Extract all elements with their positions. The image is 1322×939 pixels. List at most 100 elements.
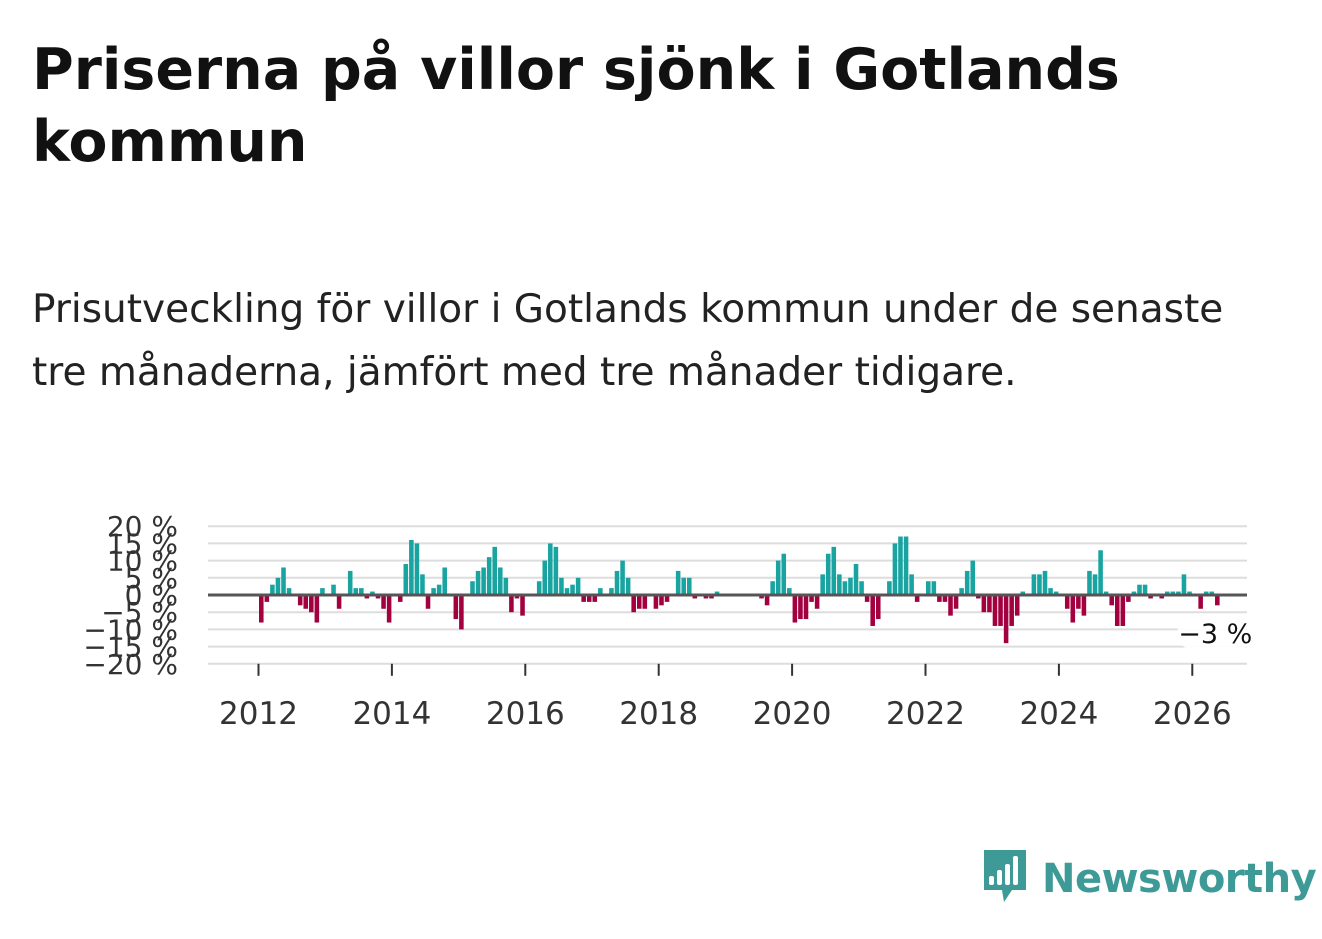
bar: [386, 595, 392, 623]
bar: [798, 595, 803, 620]
bar: [781, 553, 787, 595]
bar: [964, 570, 970, 595]
bar: [347, 570, 353, 595]
bar: [1142, 584, 1148, 595]
bar: [1031, 574, 1037, 595]
bar: [353, 588, 359, 595]
bar: [809, 595, 814, 602]
bar: [270, 584, 275, 595]
bar: [1165, 591, 1170, 595]
x-tick-label: 2016: [486, 696, 565, 732]
bar: [659, 595, 664, 606]
bar: [520, 595, 525, 616]
bar: [870, 595, 875, 626]
y-tick-label: −20 %: [83, 648, 178, 681]
x-tick-label: 2020: [753, 696, 832, 732]
last-value-label: −3 %: [1178, 619, 1252, 650]
bar: [1187, 591, 1192, 595]
bar: [914, 595, 920, 602]
bar: [553, 546, 559, 595]
y-axis-ticks: 20 %15 %10 %5 %0 %−5 %−10 %−15 %−20 %: [83, 510, 178, 681]
bar: [1070, 595, 1076, 623]
bar: [1076, 595, 1081, 609]
bar: [481, 567, 486, 595]
bar: [498, 567, 503, 595]
bar: [1159, 595, 1165, 599]
bar: [314, 595, 320, 623]
bar: [981, 595, 987, 613]
bar: [1209, 591, 1215, 595]
bar: [931, 581, 937, 595]
bar: [564, 588, 570, 595]
bar: [642, 595, 648, 609]
bar: [1215, 595, 1220, 606]
bar: [675, 570, 681, 595]
bar: [937, 595, 942, 602]
bar: [820, 574, 825, 595]
bar: [442, 567, 447, 595]
bar: [631, 595, 636, 613]
bar: [686, 577, 692, 595]
bar: [976, 595, 981, 599]
bar: [853, 564, 859, 595]
bar: [297, 595, 303, 606]
bar: [570, 584, 575, 595]
bar: [859, 581, 864, 595]
bar: [414, 543, 420, 595]
bar: [614, 570, 620, 595]
bar: [831, 546, 837, 595]
bar: [581, 595, 586, 602]
bar: [1081, 595, 1087, 616]
bar: [1170, 591, 1176, 595]
bar: [909, 574, 914, 595]
bar: [436, 584, 442, 595]
bar: [431, 588, 436, 595]
bar: [892, 543, 898, 595]
bar: [803, 595, 809, 620]
bar: [409, 539, 414, 595]
bar: [1198, 595, 1203, 609]
grid-lines: [208, 525, 1247, 665]
bar: [653, 595, 659, 609]
x-tick-label: 2026: [1153, 696, 1232, 732]
bar: [1092, 574, 1098, 595]
bar: [1037, 574, 1042, 595]
bar: [1103, 591, 1109, 595]
bar: [1137, 584, 1142, 595]
bar: [842, 581, 848, 595]
bar: [320, 588, 325, 595]
y-tick-label: −10 %: [83, 613, 178, 646]
bar: [470, 581, 475, 595]
bar: [875, 595, 881, 620]
y-tick-label: 10 %: [107, 545, 178, 578]
bar: [898, 536, 903, 595]
x-tick-label: 2024: [1019, 696, 1098, 732]
end-label: −3 %: [1177, 614, 1254, 651]
bar: [775, 560, 781, 595]
bar: [636, 595, 642, 609]
bar: [1042, 570, 1048, 595]
bar: [1014, 595, 1020, 616]
bar: [1087, 570, 1092, 595]
bar: [420, 574, 425, 595]
bar: [1131, 591, 1137, 595]
bar: [264, 595, 270, 602]
y-tick-label: 5 %: [125, 562, 178, 595]
bar: [575, 577, 581, 595]
x-tick-label: 2018: [619, 696, 698, 732]
bar: [1053, 591, 1059, 595]
bar: [303, 595, 309, 609]
bar: [598, 588, 603, 595]
newsworthy-logo-icon: [980, 846, 1030, 912]
bar: [359, 588, 364, 595]
x-tick-label: 2022: [886, 696, 965, 732]
bar: [403, 564, 409, 595]
bar: [281, 567, 286, 595]
bar: [548, 543, 553, 595]
bar: [286, 588, 292, 595]
bar: [664, 595, 670, 602]
bar: [1064, 595, 1070, 609]
bar: [1181, 574, 1187, 595]
bar: [486, 557, 492, 595]
x-axis-ticks: 2012 2014 2016 2018 2020 2022 2024 2026: [219, 663, 1232, 732]
